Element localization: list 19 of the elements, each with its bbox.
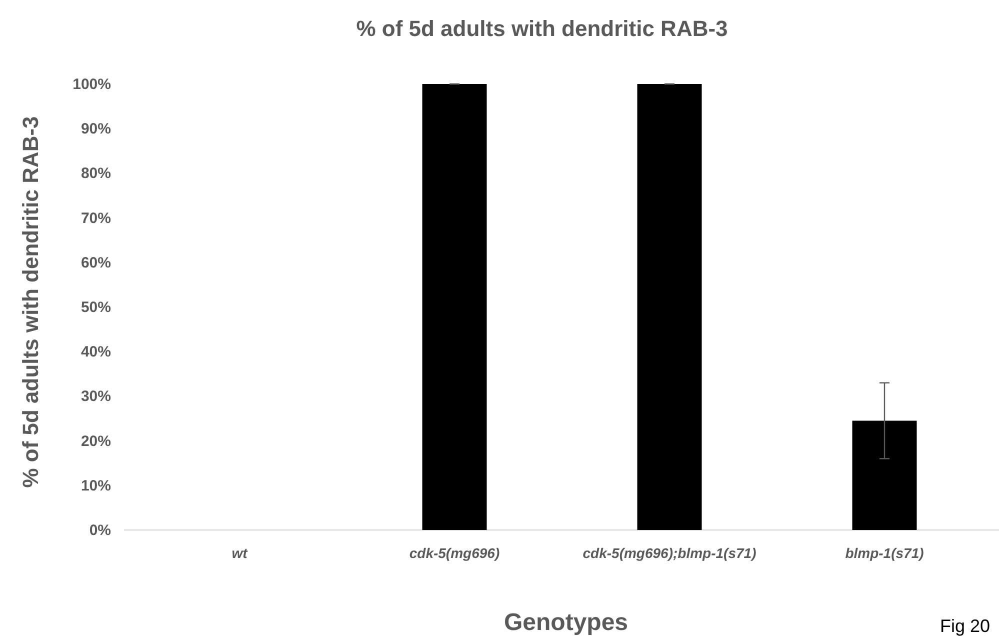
y-tick-label: 20% xyxy=(80,432,111,450)
y-tick-label: 0% xyxy=(89,522,111,539)
y-tick-label: 70% xyxy=(80,210,111,227)
x-tick-label: blmp-1(s71) xyxy=(845,545,924,561)
y-tick-label: 90% xyxy=(80,120,111,138)
y-tick-label: 40% xyxy=(80,344,111,361)
y-tick-label: 30% xyxy=(80,388,111,406)
y-tick-label: 100% xyxy=(72,76,111,93)
y-tick-label: 80% xyxy=(80,165,111,182)
x-tick-label: cdk-5(mg696);blmp-1(s71) xyxy=(582,545,757,561)
y-tick-label: 60% xyxy=(80,254,111,272)
x-tick-label: wt xyxy=(232,545,249,561)
x-axis-title: Genotypes xyxy=(504,609,628,636)
y-tick-label: 50% xyxy=(80,299,111,316)
x-tick-label: cdk-5(mg696) xyxy=(409,545,500,561)
y-tick-label: 10% xyxy=(80,477,111,494)
chart-title: % of 5d adults with dendritic RAB-3 xyxy=(356,16,728,41)
y-axis-title: % of 5d adults with dendritic RAB-3 xyxy=(18,116,43,488)
caption: Fig 20 xyxy=(940,616,990,636)
